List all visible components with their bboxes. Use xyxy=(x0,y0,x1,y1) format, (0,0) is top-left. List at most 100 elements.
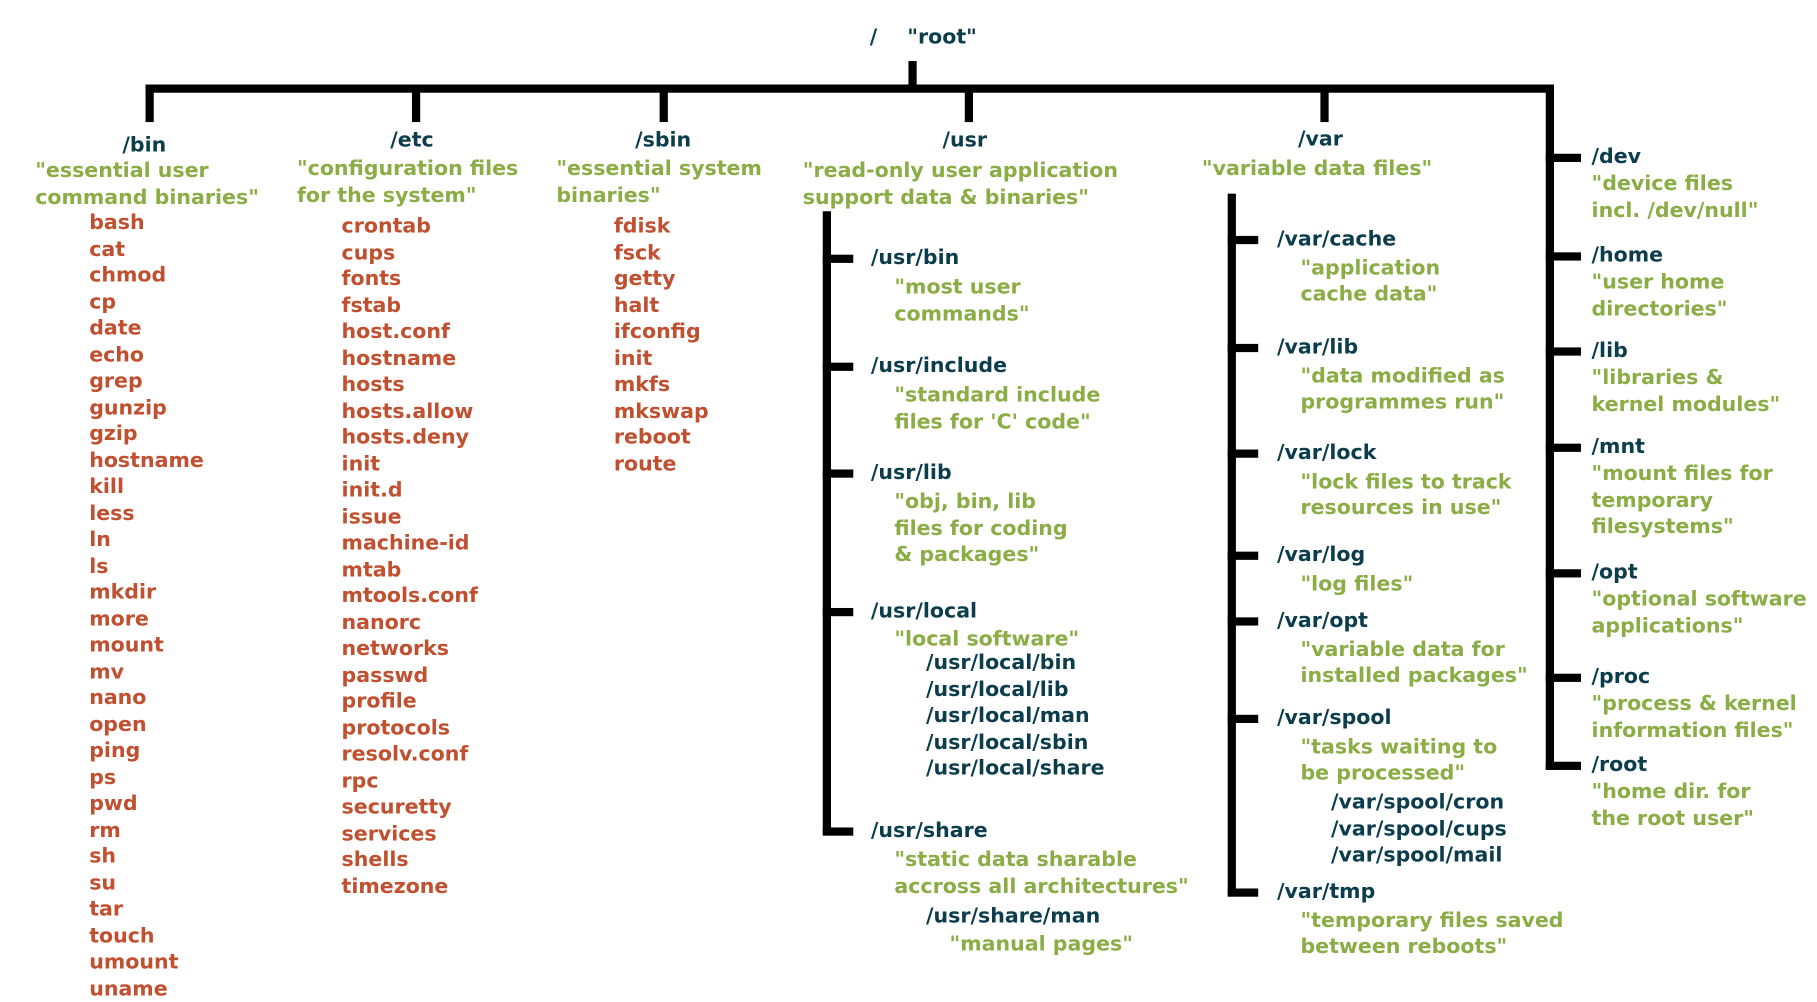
file-item: ps xyxy=(89,765,117,790)
file-item: mkfs xyxy=(613,373,671,397)
usr-branch xyxy=(822,827,854,836)
var-branch xyxy=(1227,714,1259,723)
usr-child-path: /usr/share xyxy=(870,819,988,843)
file-item: less xyxy=(89,501,135,526)
var-branch xyxy=(1227,551,1259,560)
usr-branch xyxy=(822,469,854,478)
var-branch xyxy=(1227,449,1259,458)
usr-child-description: "local software" xyxy=(894,627,1080,652)
var-child-description: between reboots" xyxy=(1300,935,1508,959)
file-item: cp xyxy=(89,290,117,314)
file-item: machine-id xyxy=(341,531,470,556)
usr-subdir-description: "manual pages" xyxy=(949,932,1133,956)
top-level-dir-path: /opt xyxy=(1591,561,1638,585)
file-item: mtools.conf xyxy=(341,584,478,608)
bin-description: "essential user xyxy=(35,159,209,184)
bin-path: /bin xyxy=(122,133,167,158)
top-level-dir-path: /lib xyxy=(1591,339,1628,363)
top-level-dir-path: /home xyxy=(1591,244,1664,268)
sbin-description: "essential system xyxy=(556,157,762,181)
var-branch xyxy=(1227,343,1259,353)
bin-connector xyxy=(145,84,154,123)
top-level-dir-path: /root xyxy=(1591,753,1648,777)
file-item: ping xyxy=(89,739,141,763)
var-branch xyxy=(1227,235,1259,245)
usr-child-description: & packages" xyxy=(894,543,1040,567)
file-item: fonts xyxy=(341,267,402,292)
file-item: nanorc xyxy=(341,610,422,635)
usr-child-description: commands" xyxy=(894,302,1030,326)
usr-connector xyxy=(964,84,973,123)
file-item: echo xyxy=(89,343,145,367)
top-level-dir-description: information files" xyxy=(1591,718,1794,743)
var-description: "variable data files" xyxy=(1201,157,1433,181)
usr-child-path: /usr/include xyxy=(870,354,1008,378)
var-child-description: "temporary files saved xyxy=(1300,909,1564,933)
usr-child-description: "static data sharable xyxy=(894,848,1137,873)
right-branch xyxy=(1545,673,1581,682)
file-item: host.conf xyxy=(341,320,450,344)
top-level-dir-path: /dev xyxy=(1591,145,1642,170)
file-item: timezone xyxy=(341,874,449,899)
file-item: su xyxy=(89,871,117,895)
file-item: issue xyxy=(341,505,402,529)
file-item: rm xyxy=(89,818,121,843)
usr-branch xyxy=(822,254,854,263)
right-branch xyxy=(1545,443,1581,452)
usr-subdir: /usr/local/man xyxy=(926,704,1090,728)
file-item: nano xyxy=(89,686,147,711)
file-item: mtab xyxy=(341,558,402,582)
sbin-path: /sbin xyxy=(635,129,692,153)
usr-branch xyxy=(822,362,854,371)
var-child-path: /var/cache xyxy=(1276,227,1397,252)
file-item: halt xyxy=(613,294,660,318)
file-item: init xyxy=(341,452,381,476)
file-item: tar xyxy=(89,897,124,922)
file-item: ln xyxy=(89,528,111,552)
var-child-description: "lock files to track xyxy=(1300,470,1512,494)
usr-child-path: /usr/local xyxy=(870,599,978,624)
usr-subdir: /usr/local/lib xyxy=(926,677,1069,702)
usr-description: support data & binaries" xyxy=(802,186,1089,210)
file-item: hostname xyxy=(89,448,204,473)
etc-description: for the system" xyxy=(296,183,477,208)
var-subdir: /var/spool/cron xyxy=(1330,791,1505,815)
var-child-description: installed packages" xyxy=(1300,664,1528,688)
usr-child-description: "obj, bin, lib xyxy=(894,490,1036,515)
file-item: open xyxy=(89,713,147,737)
file-item: more xyxy=(89,607,149,631)
file-item: profile xyxy=(341,690,417,714)
usr-child-description: files for coding xyxy=(894,517,1068,541)
file-item: networks xyxy=(341,637,450,661)
file-item: hostname xyxy=(341,346,457,371)
root-path: / xyxy=(869,25,878,50)
file-item: grep xyxy=(89,369,143,394)
usr-child-description: "most user xyxy=(894,275,1021,300)
top-level-dir-description: the root user" xyxy=(1591,806,1755,831)
file-item: init xyxy=(613,346,653,371)
bin-description: command binaries" xyxy=(35,186,259,210)
file-item: mkswap xyxy=(613,399,709,424)
usr-subdir: /usr/local/sbin xyxy=(926,730,1089,755)
var-child-path: /var/lock xyxy=(1276,441,1377,465)
usr-subdir: /usr/local/share xyxy=(926,757,1105,781)
usr-child-description: files for 'C' code" xyxy=(894,410,1091,434)
file-item: hosts xyxy=(341,373,405,397)
file-item: sh xyxy=(89,845,117,869)
file-item: ifconfig xyxy=(613,320,701,344)
file-item: fsck xyxy=(613,241,661,265)
file-item: chmod xyxy=(89,264,167,288)
file-item: resolv.conf xyxy=(341,742,469,767)
file-item: rpc xyxy=(341,769,379,793)
file-item: bash xyxy=(89,211,145,235)
top-level-dir-description: "user home xyxy=(1591,271,1725,295)
file-item: uname xyxy=(89,977,168,1001)
var-trunk xyxy=(1227,193,1236,895)
var-child-description: "application xyxy=(1300,256,1441,280)
file-item: mv xyxy=(89,660,125,684)
var-child-description: resources in use" xyxy=(1300,496,1502,520)
top-level-dir-description: "process & kernel xyxy=(1591,692,1797,716)
file-item: pwd xyxy=(89,792,138,816)
file-item: kill xyxy=(89,475,124,499)
usr-trunk xyxy=(822,211,831,834)
